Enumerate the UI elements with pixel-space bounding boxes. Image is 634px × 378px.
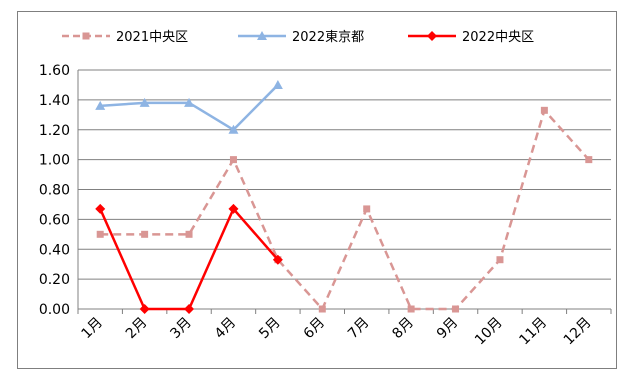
legend-entry: 2022中央区 <box>408 30 534 45</box>
data-point <box>407 305 415 313</box>
data-point <box>496 256 504 264</box>
series-2 <box>95 79 283 134</box>
x-tick-label: 8月 <box>389 315 417 343</box>
x-tick-label: 10月 <box>472 315 506 349</box>
data-point <box>540 106 548 114</box>
x-tick-label: 2月 <box>123 315 151 343</box>
y-tick-label: 0.00 <box>39 302 70 318</box>
x-tick-label: 4月 <box>212 315 240 343</box>
y-tick-label: 0.40 <box>39 242 70 258</box>
legend-marker <box>82 32 90 40</box>
y-tick-label: 0.20 <box>39 272 70 288</box>
data-point <box>95 100 106 110</box>
data-point <box>363 205 371 213</box>
legend-entry: 2022東京都 <box>238 29 364 45</box>
x-tick-label: 1月 <box>79 315 107 343</box>
chart-frame: 0.00 0.20 0.40 0.60 0.80 1.00 1.20 1.40 1.60 1月 2月… <box>17 11 617 369</box>
x-tick-label: 6月 <box>301 315 329 343</box>
data-point <box>585 156 593 164</box>
data-point <box>184 97 195 107</box>
data-point <box>228 203 239 214</box>
legend-entry: 2021中央区 <box>62 30 188 45</box>
series-3 <box>95 203 283 314</box>
y-tick-label: 1.20 <box>39 123 70 139</box>
x-tick-label: 9月 <box>434 315 462 343</box>
series-1 <box>96 106 593 313</box>
x-tick-label: 12月 <box>561 315 595 349</box>
data-point <box>452 305 460 313</box>
series-line <box>99 207 279 311</box>
x-tick-label: 5月 <box>256 315 284 343</box>
data-point <box>272 79 283 89</box>
y-tick-label: 1.00 <box>39 153 70 169</box>
y-tick-label: 0.80 <box>39 183 70 199</box>
x-tick-label: 7月 <box>345 315 373 343</box>
series-line <box>100 109 590 311</box>
line-chart: 0.00 0.20 0.40 0.60 0.80 1.00 1.20 1.40 1.60 1月 2月… <box>39 29 612 349</box>
legend-label: 2022東京都 <box>292 29 364 45</box>
legend-marker <box>257 31 267 40</box>
data-point <box>96 230 104 238</box>
data-point <box>95 203 106 214</box>
y-tick-label: 0.60 <box>39 212 70 228</box>
y-tick-label: 1.60 <box>39 63 70 79</box>
data-point <box>228 124 239 134</box>
gridlines <box>78 69 611 310</box>
data-point <box>184 304 195 314</box>
y-tick-label: 1.40 <box>39 93 70 109</box>
series-lines <box>95 79 593 314</box>
data-point <box>139 97 150 107</box>
x-tick-label: 3月 <box>167 315 195 343</box>
data-point <box>139 304 150 314</box>
x-tick-label: 11月 <box>516 315 550 349</box>
data-point <box>185 230 193 238</box>
legend-label: 2022中央区 <box>462 30 534 45</box>
data-point <box>141 230 149 238</box>
legend-marker <box>427 31 437 41</box>
series-line <box>100 84 279 131</box>
legend: 2021中央区 2022東京都 2022中央区 <box>62 29 534 45</box>
legend-label: 2021中央区 <box>116 30 188 45</box>
data-point <box>318 305 326 313</box>
data-point <box>229 156 237 164</box>
